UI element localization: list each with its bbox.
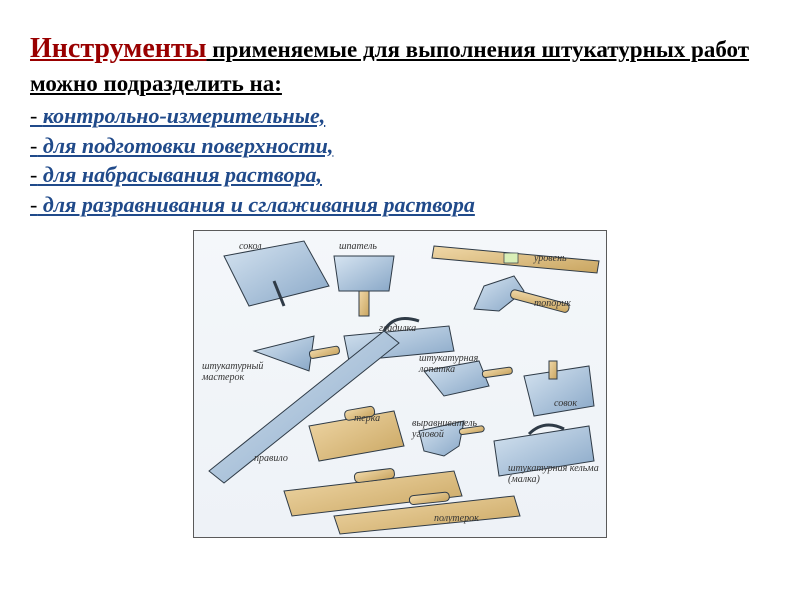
svg-text:(малка): (малка)	[508, 474, 541, 485]
tool-spatula	[334, 256, 394, 316]
category-2-text: для подготовки поверхности,	[37, 133, 333, 158]
category-4-text: для разравнивания и сглаживания раствора	[37, 192, 475, 217]
slide: Инструменты применяемые для выполнения ш…	[0, 0, 800, 600]
svg-text:штукатурная: штукатурная	[419, 353, 479, 364]
figure-container: сокол шпатель уровень топорик гладилка штукат…	[30, 230, 770, 543]
svg-text:топорик: топорик	[534, 298, 571, 309]
svg-text:совок: совок	[554, 398, 577, 409]
svg-text:штукатурная кельма: штукатурная кельма	[508, 463, 599, 474]
category-2: - для подготовки поверхности,	[30, 131, 770, 161]
svg-text:гладилка: гладилка	[379, 323, 416, 334]
tools-svg: сокол шпатель уровень топорик гладилка штукат…	[194, 231, 606, 537]
category-1: - контрольно-измерительные,	[30, 101, 770, 131]
svg-text:уровень: уровень	[533, 253, 567, 264]
svg-text:правило: правило	[254, 453, 288, 464]
title-word: Инструменты	[30, 33, 207, 64]
svg-text:мастерок: мастерок	[201, 372, 244, 383]
tool-pointing-trowel	[254, 336, 340, 371]
intro-paragraph: Инструменты применяемые для выполнения ш…	[30, 30, 770, 99]
category-3-text: для набрасывания раствора,	[37, 162, 322, 187]
svg-text:штукатурный: штукатурный	[202, 361, 263, 372]
tool-level	[432, 246, 599, 273]
svg-text:угловой: угловой	[411, 429, 444, 440]
category-4: - для разравнивания и сглаживания раство…	[30, 190, 770, 220]
svg-text:лопатка: лопатка	[418, 364, 455, 375]
svg-text:шпатель: шпатель	[339, 241, 377, 252]
svg-text:выравниватель: выравниватель	[412, 418, 477, 429]
svg-text:полутерок: полутерок	[434, 513, 479, 524]
category-3: - для набрасывания раствора,	[30, 160, 770, 190]
category-1-text: контрольно-измерительные,	[43, 103, 325, 128]
svg-text:терка: терка	[354, 413, 380, 424]
tools-diagram: сокол шпатель уровень топорик гладилка штукат…	[193, 230, 607, 538]
svg-text:сокол: сокол	[239, 241, 262, 252]
